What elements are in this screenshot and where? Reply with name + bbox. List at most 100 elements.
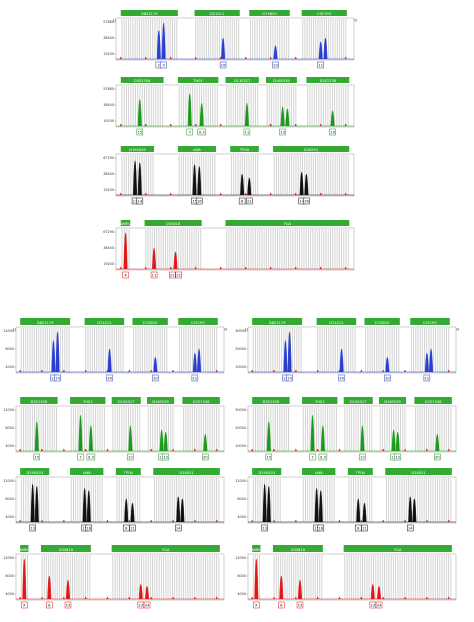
allele-bin [439,555,441,599]
allele-call-label: 10 [385,376,390,381]
marker-bar [120,10,178,16]
allele-call-label: 7 [311,455,314,460]
allele-bin [132,555,134,599]
allele-bin [205,328,207,372]
peak [299,172,304,196]
allele-bin [205,555,207,599]
allele-bin [196,555,198,599]
allele-bin [282,555,284,599]
allele-bin [304,407,306,451]
allele-bin [196,155,198,195]
channel-blue: D8S1179D21S11D7S820CSF1PO100150200250300… [235,318,459,382]
allele-bin [445,407,447,451]
marker-bar [177,146,216,152]
allele-bin [360,407,362,451]
peak [391,429,396,452]
peak [279,575,284,600]
allele-bin [25,328,27,372]
marker-bar [70,397,106,404]
allele-bin [441,407,443,451]
peak [254,559,259,600]
allele-bin [174,555,176,599]
size-standard-mark [62,369,66,372]
allele-bin [116,407,118,451]
marker-bar [120,220,131,226]
allele-bin [375,555,377,599]
allele-bin [339,328,341,372]
allele-bin [216,555,218,599]
size-standard-mark [319,266,322,269]
allele-bin [218,555,220,599]
allele-bin [277,555,279,599]
allele-bin [102,328,104,372]
allele-bin [432,407,434,451]
panel-bottom-right: D8S1179D21S11D7S820CSF1PO100150200250300… [235,318,459,609]
allele-bin [281,407,283,451]
allele-bin [443,328,445,372]
allele-bin [135,328,137,372]
allele-bin [156,407,158,451]
size-standard-mark [193,519,197,522]
allele-bin [362,478,364,522]
size-standard-mark [425,596,429,599]
allele-bin [359,555,361,599]
allele-bin [410,555,412,599]
allele-bin [193,478,195,522]
allele-bin [89,328,91,372]
allele-bin [306,555,308,599]
allele-bin [325,86,327,126]
size-standard-mark [316,596,319,599]
allele-bin [139,407,141,451]
allele-bin [125,155,127,195]
allele-bin [261,229,263,269]
allele-bin [426,555,428,599]
allele-bin [397,407,399,451]
allele-bin [145,155,147,195]
allele-bin [282,86,284,126]
allele-bin [209,555,211,599]
size-standard-mark [294,369,298,372]
allele-bin [195,229,197,269]
allele-bin [141,328,143,372]
allele-bin [312,155,314,195]
marker-bar [252,397,290,404]
allele-bin [191,478,193,522]
allele-bin [86,407,88,451]
peak [123,232,128,270]
peak [30,484,35,523]
allele-bin [46,328,48,372]
allele-bin [169,478,171,522]
allele-bin [213,407,215,451]
allele-bin [84,407,86,451]
allele-call-box [54,374,61,382]
allele-bin [189,478,191,522]
allele-bin [183,155,185,195]
allele-bin [380,328,382,372]
allele-bin [408,555,410,599]
allele-bin [139,478,141,522]
allele-bin [277,86,279,126]
size-standard-mark [194,266,197,269]
allele-bin [132,155,134,195]
marker-bar [306,77,350,83]
allele-bin [441,478,443,522]
allele-bin [40,478,42,522]
allele-call-box [253,601,260,609]
allele-bin [153,328,155,372]
allele-bin [270,407,272,451]
allele-call-label: 15 [137,130,142,135]
plot-area [115,17,355,61]
allele-bin [271,86,273,126]
marker-label: D7S820 [375,321,390,325]
peak [138,584,143,600]
allele-bin [306,19,308,59]
channel-red: AMEL D5S818 FGA 67290 38400 19200 X 11 21 22 [103,220,355,279]
allele-bin [20,555,22,599]
allele-bin [211,555,213,599]
allele-bin [280,155,282,195]
allele-bin [338,19,340,59]
size-standard-mark [447,369,450,372]
allele-bin [252,555,254,599]
allele-bin [399,478,401,522]
